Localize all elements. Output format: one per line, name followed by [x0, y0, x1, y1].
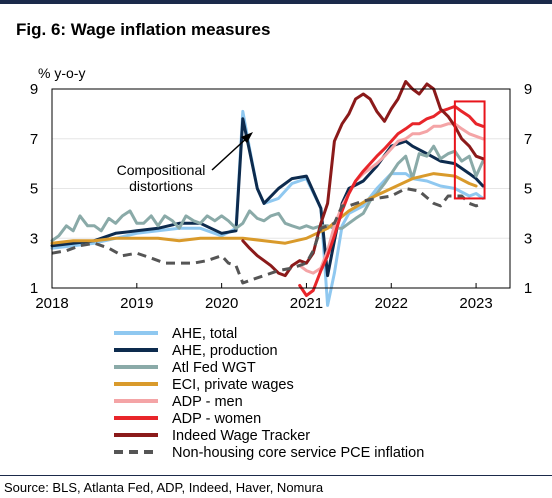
- x-tick-label: 2020: [205, 295, 238, 312]
- legend-label: ADP - women: [172, 411, 261, 427]
- annotation-arrow-head: [241, 132, 253, 143]
- highlight-box: [453, 100, 486, 200]
- axes: 1 1 3 3 5 5 7 7 9 9 2018 2019 2020 2021 2022 2023: [30, 81, 532, 312]
- legend-label: Atl Fed WGT: [172, 360, 256, 376]
- series-line-3: [50, 172, 478, 245]
- chart: 1 1 3 3 5 5 7 7 9 9 2018 2019 2020 2021 2022 2023 % y-o…: [30, 65, 532, 461]
- legend-label: Indeed Wage Tracker: [172, 428, 310, 444]
- x-tick-label: 2022: [375, 295, 408, 312]
- legend-label: Non-housing core service PCE inflation: [172, 445, 424, 461]
- x-tick-label: 2019: [120, 295, 153, 312]
- series-line-0: [50, 109, 485, 307]
- source-note: Source: BLS, Atlanta Fed, ADP, Indeed, H…: [4, 480, 324, 495]
- series-line-6: [241, 80, 485, 278]
- legend-label: ECI, private wages: [172, 377, 294, 393]
- y-tick-label-right: 3: [524, 230, 532, 247]
- y-tick-label-left: 5: [30, 181, 38, 198]
- top-rule: [0, 0, 552, 4]
- series-line-2: [50, 144, 485, 243]
- x-tick-label: 2021: [290, 295, 323, 312]
- x-tick-label: 2023: [459, 295, 492, 312]
- annotation-text: distortions: [129, 178, 193, 194]
- y-tick-label-right: 9: [524, 81, 532, 98]
- series-line-7: [51, 187, 484, 285]
- x-tick-label: 2018: [35, 295, 68, 312]
- annotation-arrow-shaft: [211, 136, 249, 171]
- y-unit-label: % y-o-y: [38, 65, 85, 81]
- figure-title: Fig. 6: Wage inflation measures: [16, 20, 271, 39]
- annotation-text: Compositional: [117, 162, 206, 178]
- series-lines: [50, 80, 485, 307]
- y-tick-label-left: 7: [30, 131, 38, 148]
- plot-frame: [51, 88, 511, 289]
- y-tick-label-left: 3: [30, 230, 38, 247]
- legend-label: AHE, total: [172, 326, 237, 342]
- y-tick-label-right: 7: [524, 131, 532, 148]
- y-tick-label-left: 9: [30, 81, 38, 98]
- y-tick-label-right: 5: [524, 181, 532, 198]
- legend-label: ADP - men: [172, 394, 243, 410]
- series-line-1: [50, 117, 485, 278]
- legend-label: AHE, production: [172, 343, 278, 359]
- series-line-5: [298, 104, 485, 297]
- footer-rule: [0, 475, 552, 476]
- y-tick-label-right: 1: [524, 280, 532, 297]
- y-tick-label-left: 1: [30, 280, 38, 297]
